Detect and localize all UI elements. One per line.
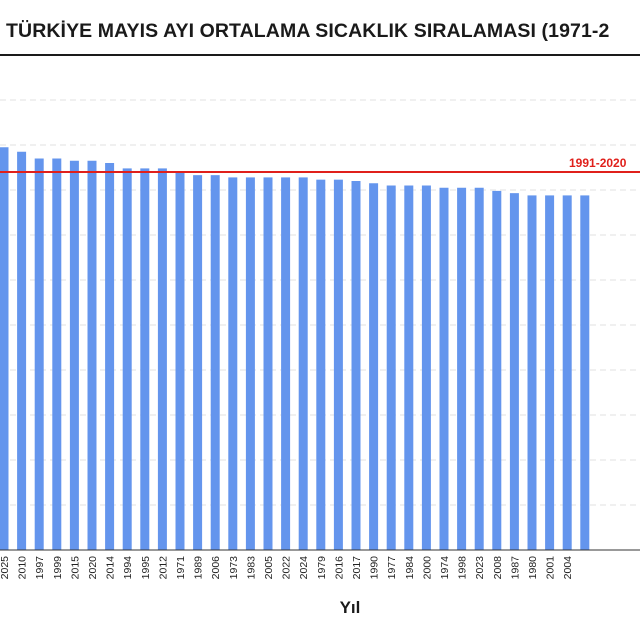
x-tick-label: 2006 — [210, 556, 222, 580]
x-tick-label: 1977 — [386, 556, 398, 580]
x-tick-label: 2020 — [87, 556, 99, 580]
x-tick-label: 1983 — [245, 556, 257, 580]
bar — [210, 175, 220, 550]
x-tick-labels: 2025 2010 1997 1999 2015 2020 2014 1994 1995 2012… — [0, 556, 574, 580]
bar — [562, 195, 572, 550]
x-tick-label: 1994 — [122, 556, 134, 580]
x-tick-label: 1974 — [439, 556, 451, 580]
bar — [316, 179, 326, 550]
bar — [157, 168, 167, 550]
x-tick-label: 2005 — [263, 556, 275, 580]
x-tick-label: 1999 — [52, 556, 64, 580]
x-tick-label: 2008 — [492, 556, 504, 580]
x-tick-label: 1973 — [228, 556, 240, 580]
bar — [52, 158, 62, 550]
bar — [87, 160, 97, 550]
x-tick-label: 2001 — [545, 556, 557, 580]
x-tick-label: 2000 — [421, 556, 433, 580]
bar — [140, 168, 150, 550]
bar — [509, 193, 519, 550]
bar — [228, 177, 238, 550]
x-tick-label: 1971 — [175, 556, 187, 580]
bar — [527, 195, 537, 550]
bar — [492, 190, 502, 550]
bar — [263, 177, 273, 550]
bar — [69, 160, 79, 550]
bar — [474, 187, 484, 550]
title-underline — [0, 54, 640, 56]
x-tick-label: 1995 — [140, 556, 152, 580]
x-tick-label: 1989 — [193, 556, 205, 580]
x-axis-label: Yıl — [339, 598, 361, 617]
bar — [175, 172, 185, 550]
x-tick-label: 1987 — [509, 556, 521, 580]
x-tick-label: 2017 — [351, 556, 363, 580]
bar — [439, 187, 449, 550]
x-tick-label: 1984 — [404, 556, 416, 580]
x-tick-label: 2004 — [562, 556, 574, 580]
bar — [545, 195, 555, 550]
bar — [34, 158, 44, 550]
bar — [333, 179, 343, 550]
bar — [193, 175, 203, 550]
bar — [245, 177, 255, 550]
x-tick-label: 2015 — [69, 556, 81, 580]
x-tick-label: 2022 — [281, 556, 293, 580]
chart-title: TÜRKİYE MAYIS AYI ORTALAMA SICAKLIK SIRA… — [6, 20, 610, 42]
bars — [0, 147, 590, 550]
x-tick-label: 2023 — [474, 556, 486, 580]
x-tick-label: 1997 — [34, 556, 46, 580]
x-tick-label: 1990 — [369, 556, 381, 580]
bar — [457, 187, 467, 550]
bar — [298, 177, 308, 550]
bar — [281, 177, 291, 550]
bar — [580, 195, 590, 550]
bar — [404, 185, 414, 550]
bar — [105, 163, 115, 550]
x-tick-label: 1979 — [316, 556, 328, 580]
x-tick-label: 2010 — [17, 556, 29, 580]
x-tick-label: 2012 — [157, 556, 169, 580]
bar — [17, 151, 27, 550]
bar — [386, 185, 396, 550]
x-tick-label: 2014 — [105, 556, 117, 580]
bar — [122, 168, 132, 550]
bar — [0, 147, 9, 550]
x-tick-label: 1980 — [527, 556, 539, 580]
x-tick-label: 1998 — [457, 556, 469, 580]
reference-line-label: 1991-2020 — [569, 156, 627, 170]
x-tick-label: 2024 — [298, 556, 310, 580]
bar — [351, 181, 361, 550]
bar — [369, 183, 379, 550]
bar — [421, 185, 431, 550]
x-tick-label: 2025 — [0, 556, 11, 580]
x-tick-label: 2016 — [333, 556, 345, 580]
